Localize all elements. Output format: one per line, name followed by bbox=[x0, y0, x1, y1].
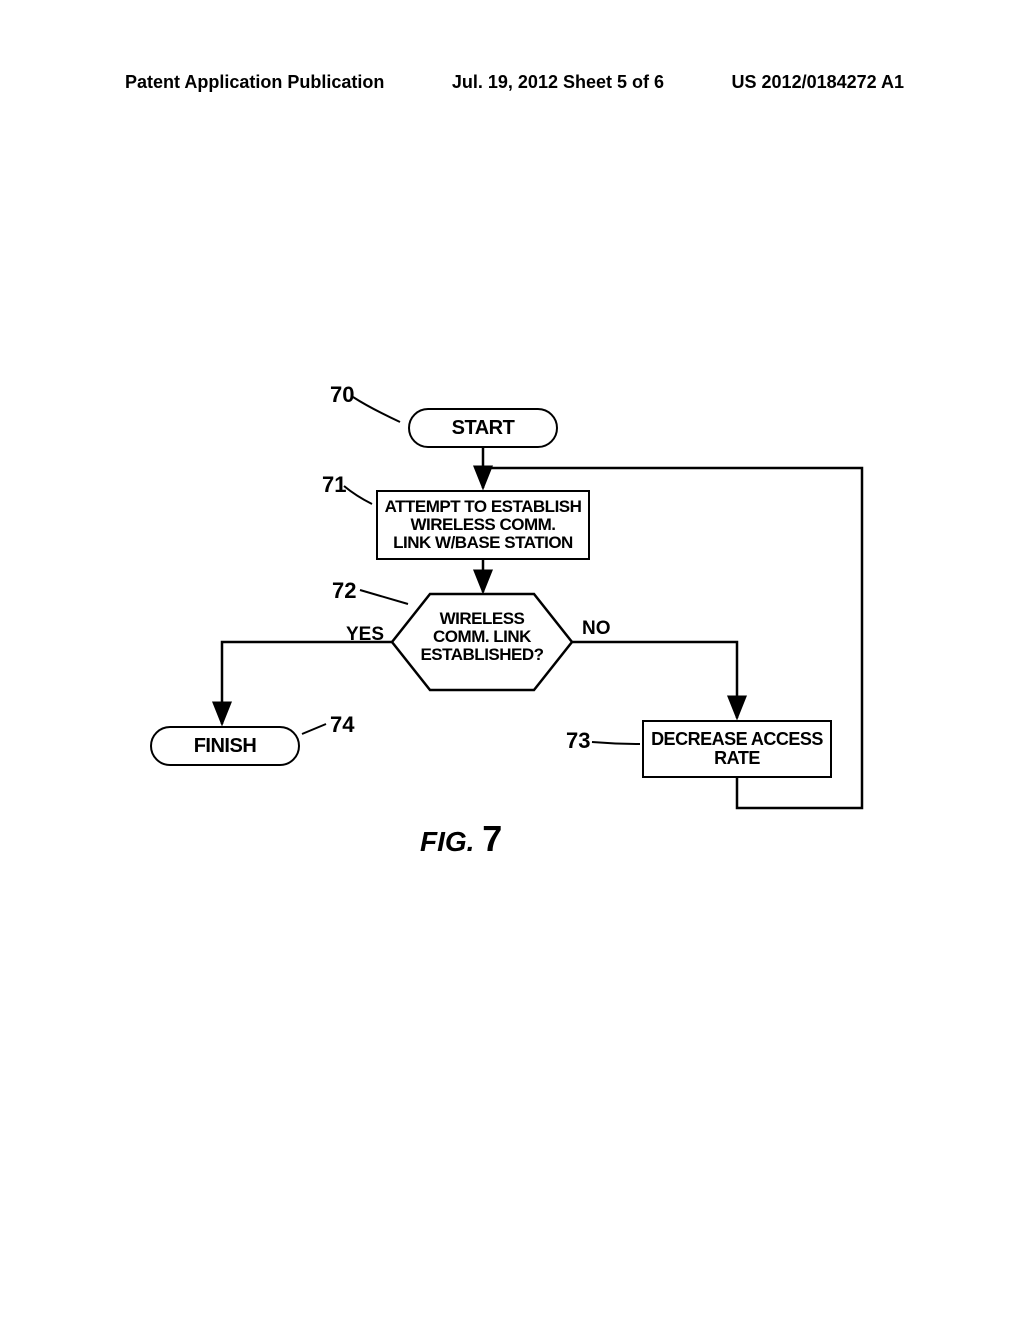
figure-label-text: FIG. bbox=[420, 826, 474, 857]
header-left: Patent Application Publication bbox=[125, 72, 384, 93]
header-right: US 2012/0184272 A1 bbox=[732, 72, 904, 93]
figure-number: 7 bbox=[482, 818, 502, 859]
header-center: Jul. 19, 2012 Sheet 5 of 6 bbox=[452, 72, 664, 93]
page-header: Patent Application Publication Jul. 19, … bbox=[0, 72, 1024, 93]
flowchart-arrows bbox=[140, 400, 900, 850]
decision-hexagon bbox=[392, 594, 572, 690]
figure-label: FIG. 7 bbox=[420, 818, 502, 860]
flowchart: START 70 ATTEMPT TO ESTABLISH WIRELESS C… bbox=[140, 400, 900, 850]
